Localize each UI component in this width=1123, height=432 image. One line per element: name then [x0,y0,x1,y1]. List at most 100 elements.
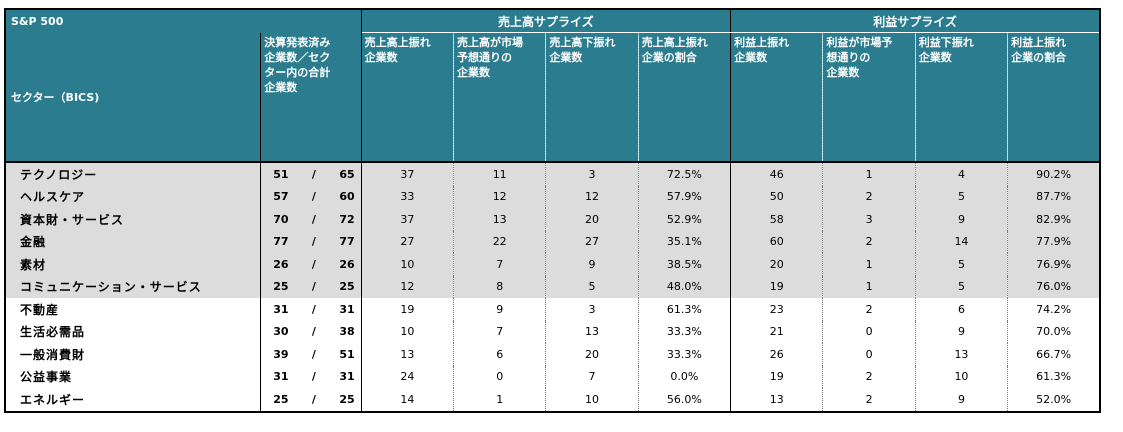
total-value: 31 [339,302,355,316]
sales-miss-value: 12 [545,185,639,208]
total-value: 65 [339,167,355,181]
table-row: 不動産 31 / 31 19 9 3 61.3% 23 2 6 74.2% [5,298,1100,321]
profit-beat-column-header: 利益上振れ 企業数 [730,32,823,162]
sales-miss-value: 5 [545,275,639,298]
profit-inline-value: 2 [822,185,916,208]
sales-miss-value: 10 [545,388,639,412]
profit-inline-value: 3 [822,208,916,231]
table-row: 一般消費財 39/51 13 6 20 33.3% 26 0 13 66.7% [5,343,1100,366]
table-row: 金融 77/77 27 22 27 35.1% 60 2 14 77.9% [5,230,1100,253]
profit-beat-value: 50 [730,185,823,208]
reported-value: 26 [273,257,289,271]
total-value: 51 [339,347,355,361]
reported-count: 57 / 60 [260,185,362,208]
profit-beat-value: 60 [730,230,823,253]
profit-miss-value: 6 [914,298,1008,321]
sales-miss-column-header: 売上高下振れ 企業数 [545,32,639,162]
total-value: 38 [339,325,355,339]
profit-miss-column-header: 利益下振れ 企業数 [914,32,1008,162]
table-body: テクノロジー 51/65 37 11 3 72.5% 46 1 4 90.2% ヘルスケア 57/60… [5,161,1100,412]
profit-inline-column-header: 利益が市場予 想通りの 企業数 [822,32,916,162]
reported-count: 26 / 26 [260,253,362,276]
sales-beat-value: 10 [400,325,415,339]
sector-name: 不動産 [5,298,262,321]
sales-beat-value: 10 [361,253,454,276]
sales-beat-value: 19 [400,302,415,316]
total-value: 25 [339,392,355,406]
table-row: 資本財・サービス 70 / 72 37 13 20 52.9% 58 3 9 82.9% [5,208,1100,231]
profit-beat-value: 13 [730,388,823,412]
table-row: 素材 26 / 26 10 7 9 38.5% 20 1 5 76.9% [5,253,1100,276]
sales-beat-value: 37 [361,161,454,186]
sales-inline-column-header: 売上高が市場 予想通りの 企業数 [453,32,546,162]
profit-surprise-header: 利益サプライズ [730,9,1100,33]
count-separator: / [311,370,316,384]
sales-miss-value: 20 [545,208,639,231]
sales-miss-value: 20 [545,343,639,366]
reported-value: 30 [273,325,289,339]
count-separator: / [311,167,316,181]
count-separator: / [311,325,316,339]
count-separator: / [311,212,316,226]
profit-beat-value: 19 [730,275,823,298]
surprise-table: S&P 500 売上高サプライズ 利益サプライズ セクター（BICS) 決算発表… [4,8,1101,413]
sector-name: コミュニケーション・サービス [5,275,262,298]
reported-value: 39 [273,347,289,361]
sector-column-header: セクター（BICS) [5,32,262,162]
reported-count: 51 / 65 [260,161,362,186]
sales-inline-value: 7 [453,253,546,276]
sales-beat-column-header: 売上高上振れ 企業数 [360,32,454,162]
profit-miss-value: 13 [914,343,1008,366]
sales-beat-pct-value: 35.1% [637,230,731,253]
reported-value: 70 [273,212,289,226]
sector-name: 公益事業 [5,365,262,388]
profit-beat-value: 23 [730,298,823,321]
profit-inline-value: 2 [822,365,916,388]
sales-beat-value: 12 [361,275,454,298]
profit-beat-pct-value: 70.0% [1007,320,1100,343]
profit-inline-value: 2 [822,230,916,253]
profit-miss-value: 4 [914,161,1008,186]
sales-beat-pct-value: 48.0% [637,275,731,298]
sector-name: 一般消費財 [5,343,262,366]
sales-inline-value: 0 [453,365,546,388]
reported-value: 25 [273,392,289,406]
sales-beat-value: 24 [400,370,415,384]
reported-count: 31 / 31 [260,298,362,321]
sales-beat-pct-value: 61.3% [637,298,731,321]
reported-count-column-header: 決算発表済み 企業数／セク ター内の合計 企業数 [260,32,362,162]
count-separator: / [311,257,316,271]
sector-name: 資本財・サービス [5,208,262,231]
sales-miss-value: 9 [545,253,639,276]
table-row: ヘルスケア 57/60 33 12 12 57.9% 50 2 5 87.7% [5,185,1100,208]
table-row: テクノロジー 51 / 65 37 11 3 72.5% 46 1 4 90.2% [5,161,1100,186]
sales-miss-value: 7 [545,365,639,388]
profit-beat-pct-value: 76.9% [1007,253,1100,276]
sector-name: テクノロジー [5,161,262,186]
reported-count: 70 / 72 [260,208,362,231]
count-separator: / [311,347,316,361]
reported-count: 39 / 51 [260,343,362,366]
sales-beat-value: 37 [361,208,454,231]
reported-value: 31 [273,302,289,316]
reported-value: 25 [273,280,289,294]
profit-miss-value: 9 [914,208,1008,231]
count-separator: / [311,302,316,316]
profit-beat-value: 20 [730,253,823,276]
profit-beat-pct-value: 52.0% [1007,388,1100,412]
profit-beat-pct-value: 82.9% [1007,208,1100,231]
sales-beat-pct-value: 33.3% [637,343,731,366]
profit-inline-value: 0 [822,343,916,366]
profit-inline-value: 0 [822,320,916,343]
sales-inline-value: 8 [453,275,546,298]
profit-miss-value: 14 [914,230,1008,253]
sales-beat-pct-value: 38.5% [637,253,731,276]
profit-inline-value: 1 [822,253,916,276]
profit-beat-pct-value: 77.9% [1007,230,1100,253]
sales-miss-value: 3 [545,298,639,321]
profit-inline-value: 1 [822,161,916,186]
profit-inline-value: 1 [822,275,916,298]
table-row: エネルギー 25 / 25 14 1 10 56.0% 13 2 9 52.0% [5,388,1100,412]
profit-beat-pct-value: 74.2% [1007,298,1100,321]
total-value: 26 [339,257,355,271]
